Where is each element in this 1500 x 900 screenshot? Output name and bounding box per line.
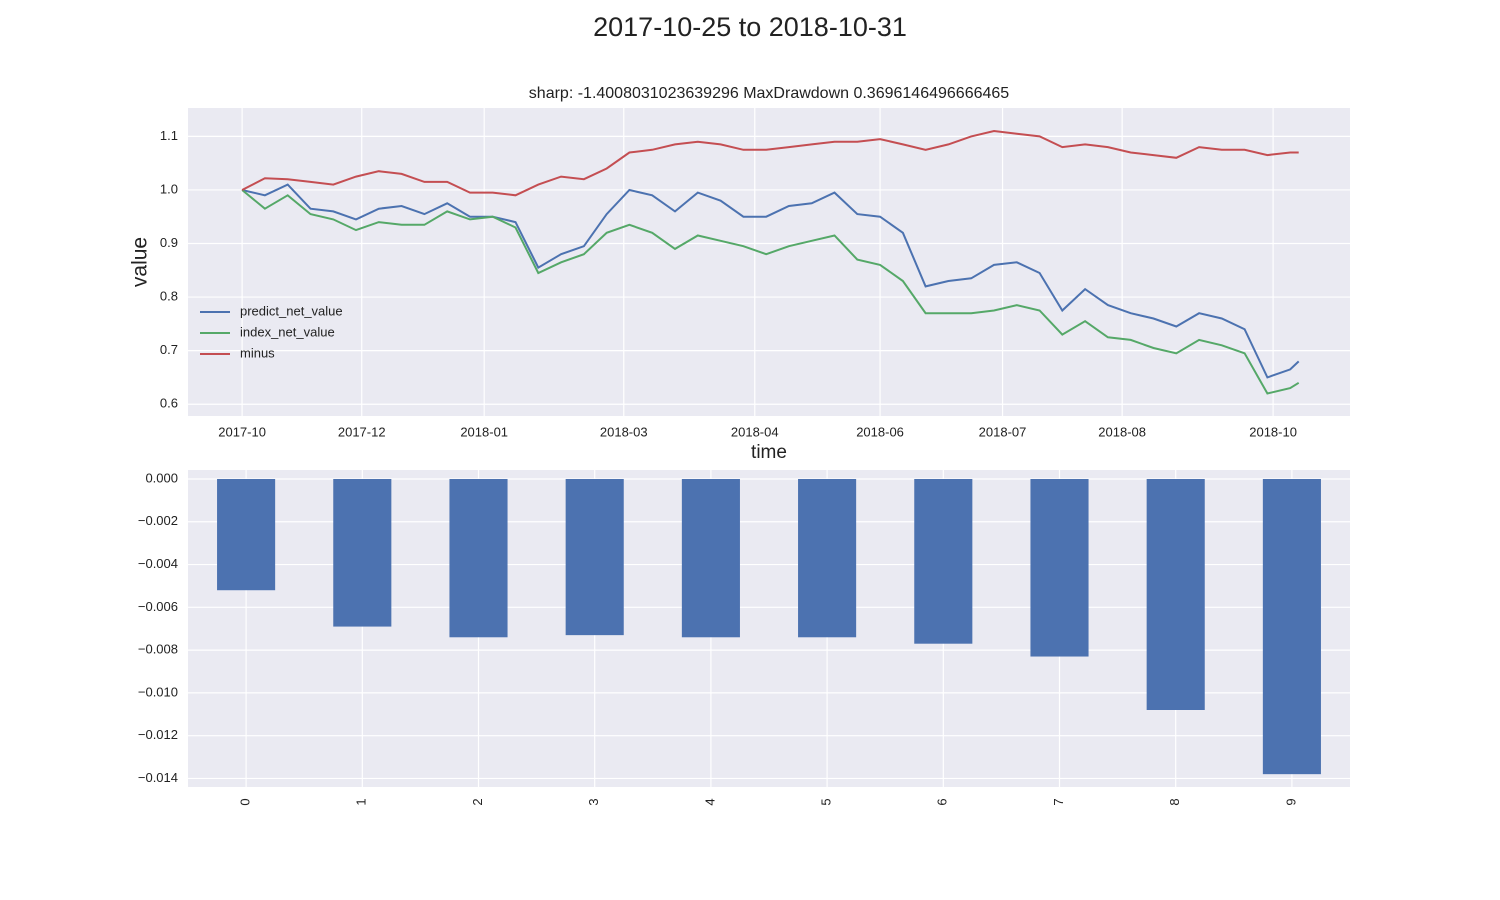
- y-tick-label: 1.1: [160, 128, 178, 143]
- y-tick-label: 0.9: [160, 235, 178, 250]
- bar: [1262, 479, 1321, 775]
- bar: [1030, 479, 1089, 657]
- y-tick-label: −0.004: [138, 556, 178, 571]
- x-tick-label: 2018-04: [731, 424, 779, 439]
- x-tick-label: 2018-03: [600, 424, 648, 439]
- bar: [333, 479, 392, 627]
- bar: [217, 479, 276, 591]
- bar: [449, 479, 508, 638]
- x-tick-label: 2: [470, 798, 485, 805]
- x-tick-label: 2017-10: [218, 424, 266, 439]
- x-tick-label: 7: [1051, 798, 1066, 805]
- x-tick-label: 2018-07: [979, 424, 1027, 439]
- series-line: [241, 189, 1300, 395]
- series-line: [241, 129, 1299, 197]
- x-tick-label: 2018-10: [1249, 424, 1297, 439]
- bar: [565, 479, 624, 636]
- bar: [1146, 479, 1205, 710]
- plot-area: [188, 108, 1350, 416]
- legend-label: predict_net_value: [240, 303, 343, 318]
- y-tick-label: 0.000: [145, 470, 178, 485]
- x-tick-label: 3: [586, 798, 601, 805]
- x-tick-label: 9: [1283, 798, 1298, 805]
- x-tick-label: 0: [238, 798, 253, 805]
- y-tick-label: 0.7: [160, 342, 178, 357]
- x-tick-label: 5: [819, 798, 834, 805]
- x-tick-label: 4: [702, 798, 717, 805]
- bar: [914, 479, 973, 644]
- x-tick-label: 8: [1167, 798, 1182, 805]
- x-tick-label: 2018-06: [856, 424, 904, 439]
- legend-label: minus: [240, 345, 275, 360]
- y-tick-label: −0.006: [138, 599, 178, 614]
- y-tick-label: 0.6: [160, 396, 178, 411]
- chart-title: sharp: -1.4008031023639296 MaxDrawdown 0…: [529, 85, 1009, 102]
- y-tick-label: −0.010: [138, 684, 178, 699]
- bar: [681, 479, 740, 638]
- y-tick-label: −0.012: [138, 727, 178, 742]
- y-tick-label: −0.008: [138, 642, 178, 657]
- x-axis-label: time: [751, 442, 787, 463]
- y-tick-label: 0.8: [160, 289, 178, 304]
- series-line: [241, 183, 1300, 379]
- y-axis-label: value: [129, 237, 152, 287]
- legend-label: index_net_value: [240, 324, 335, 339]
- bar: [798, 479, 857, 638]
- y-tick-label: 1.0: [160, 181, 178, 196]
- x-tick-label: 2017-12: [338, 424, 386, 439]
- x-tick-label: 1: [354, 798, 369, 805]
- x-tick-label: 6: [935, 798, 950, 805]
- x-tick-label: 2018-01: [460, 424, 508, 439]
- x-tick-label: 2018-08: [1098, 424, 1146, 439]
- y-tick-label: −0.014: [138, 770, 178, 785]
- y-tick-label: −0.002: [138, 513, 178, 528]
- figure-title: 2017-10-25 to 2018-10-31: [593, 12, 907, 42]
